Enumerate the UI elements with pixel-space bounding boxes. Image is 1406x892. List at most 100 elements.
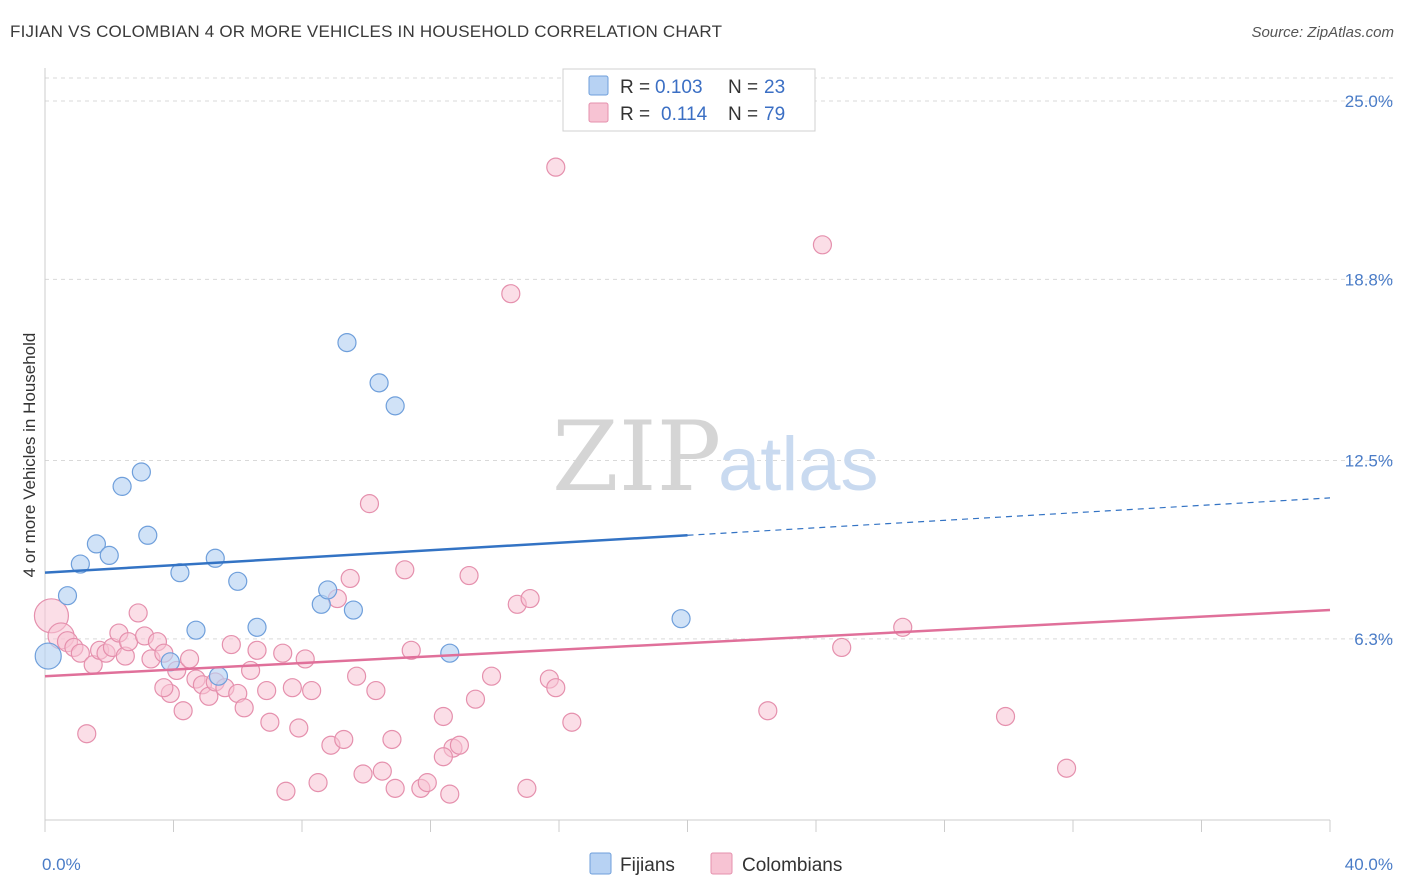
colombian-point: [417, 773, 437, 793]
y-tick-label-3: 25.0%: [1345, 92, 1393, 111]
colombian-point: [433, 706, 453, 727]
fijian-points: [34, 332, 691, 686]
fijian-point: [86, 534, 107, 554]
fijian-point: [205, 548, 225, 568]
colombian-r-label: R =: [620, 104, 650, 125]
colombian-point: [273, 643, 293, 663]
colombian-point: [347, 666, 367, 686]
colombian-point: [260, 712, 280, 732]
colombian-point: [465, 689, 486, 709]
colombians-legend-label: Colombians: [742, 855, 842, 876]
colombian-point: [77, 724, 97, 744]
x-tick-label-0: 0.0%: [42, 855, 81, 874]
fijian-point: [186, 620, 206, 640]
y-tick-label-2: 18.8%: [1345, 270, 1393, 289]
fijian-point: [337, 332, 357, 353]
fijian-point: [57, 586, 78, 606]
fijian-trend-line: [44, 534, 688, 574]
colombian-point: [520, 588, 540, 609]
fijian-point: [99, 545, 119, 566]
colombian-point: [449, 735, 470, 755]
fijian-legend-swatch: [588, 75, 609, 96]
colombian-point: [295, 649, 315, 669]
colombian-point: [289, 718, 309, 738]
fijian-point: [160, 652, 180, 672]
fijian-point: [70, 554, 90, 574]
fijian-r-label: R =: [620, 77, 650, 98]
colombian-point: [758, 701, 778, 721]
colombian-point: [501, 284, 521, 304]
colombian-point: [385, 778, 405, 798]
fijian-n-value: 23: [764, 77, 785, 98]
colombian-point: [154, 678, 174, 698]
colombian-point: [340, 568, 360, 589]
colombian-point: [308, 773, 328, 793]
colombian-point: [118, 632, 139, 652]
colombian-point: [257, 680, 277, 701]
fijian-point: [112, 476, 132, 496]
colombian-point: [353, 764, 373, 784]
colombian-point: [173, 701, 193, 721]
colombian-point: [221, 634, 241, 655]
colombian-point: [481, 666, 502, 686]
colombian-point: [382, 729, 402, 750]
fijian-point: [343, 600, 363, 620]
colombian-point: [395, 560, 415, 580]
x-tick-labels: 0.0% 40.0%: [42, 855, 1393, 874]
colombian-point: [179, 649, 200, 669]
colombian-point: [812, 235, 833, 255]
watermark-atlas: atlas: [718, 422, 879, 507]
colombian-point: [70, 643, 90, 663]
watermark-zip: ZIP: [552, 401, 721, 513]
fijian-point: [247, 617, 267, 637]
grid-lines: [45, 77, 1395, 640]
y-tick-label-1: 12.5%: [1345, 452, 1393, 471]
fijians-legend-swatch: [589, 852, 612, 875]
fijian-r-value: 0.103: [655, 77, 703, 98]
fijian-point: [318, 580, 338, 600]
series-legend: Fijians Colombians: [589, 852, 842, 876]
axes: [44, 68, 1331, 832]
colombian-point: [562, 712, 582, 732]
fijian-point: [208, 666, 229, 686]
colombian-n-label: N =: [728, 104, 758, 125]
colombian-point: [372, 761, 392, 781]
colombian-n-value: 79: [764, 104, 785, 125]
colombian-point: [995, 706, 1016, 727]
colombian-point: [459, 565, 479, 586]
colombian-point: [359, 494, 380, 514]
colombian-point: [433, 747, 453, 767]
fijian-point: [671, 609, 691, 629]
colombian-point: [832, 637, 852, 658]
y-axis-label: 4 or more Vehicles in Household: [20, 333, 39, 578]
stats-legend: R = 0.103 N = 23 R = 0.114 N = 79: [562, 68, 816, 132]
colombian-point: [234, 698, 254, 718]
colombian-legend-swatch: [588, 102, 609, 123]
fijian-point: [138, 525, 158, 545]
colombian-point: [546, 678, 566, 698]
colombian-points: [33, 157, 1077, 804]
colombian-point: [282, 678, 302, 698]
colombian-point: [334, 729, 354, 750]
fijians-legend-label: Fijians: [620, 855, 675, 876]
colombian-point: [247, 640, 267, 660]
watermark: ZIP atlas: [552, 401, 879, 513]
colombian-point: [276, 781, 296, 801]
colombian-point: [302, 680, 322, 701]
x-tick-label-1: 40.0%: [1345, 855, 1393, 874]
fijian-point: [131, 462, 151, 482]
colombian-point: [546, 157, 566, 177]
colombian-point: [517, 778, 537, 798]
colombian-trend-line: [44, 608, 1331, 678]
colombian-point: [401, 640, 421, 660]
fijian-point: [440, 643, 460, 663]
colombian-point: [440, 784, 460, 804]
fijian-trend-extension: [687, 497, 1331, 536]
fijian-point: [34, 642, 62, 670]
source-label: Source: ZipAtlas.com: [1251, 24, 1394, 41]
fijian-point: [228, 571, 248, 591]
fijian-point: [369, 373, 389, 393]
y-tick-labels: 6.3% 12.5% 18.8% 25.0%: [1345, 92, 1393, 649]
fijian-point: [385, 396, 405, 416]
